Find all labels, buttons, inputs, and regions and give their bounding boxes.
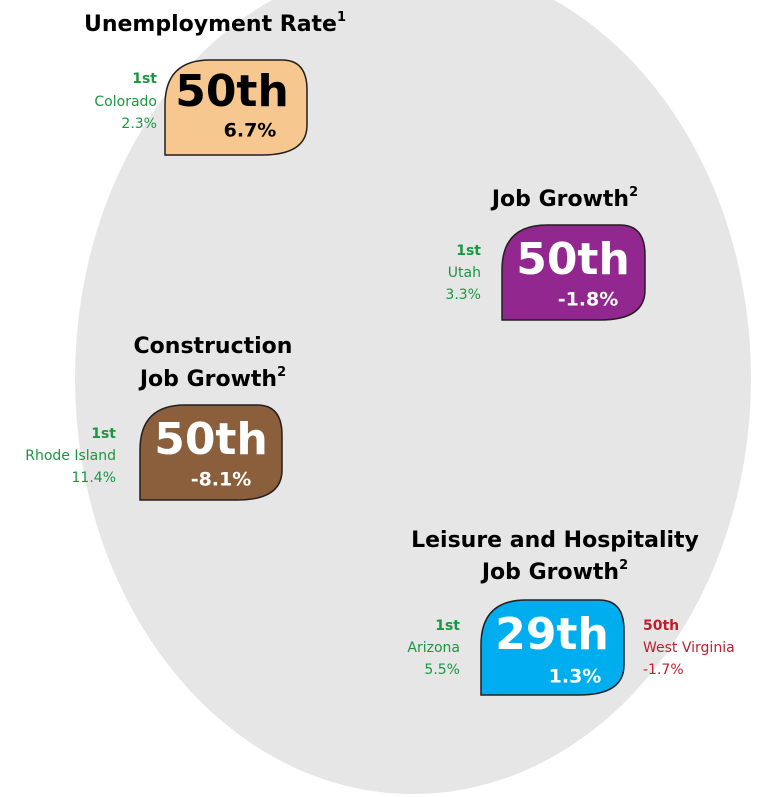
worst-state: West Virginia (643, 640, 735, 656)
best-value: 11.4% (72, 470, 116, 486)
value: 6.7% (224, 120, 277, 142)
panel-title: Job Growth2 (490, 185, 638, 213)
best-state: Arizona (407, 640, 460, 656)
best-rank: 1st (132, 71, 157, 87)
best-rank: 1st (456, 243, 481, 259)
best-state: Utah (448, 265, 481, 281)
worst-value: -1.7% (643, 662, 684, 678)
rank-box (501, 224, 646, 321)
panel-title: Unemployment Rate1 (84, 10, 346, 38)
best-value: 3.3% (445, 287, 481, 303)
footnote-mark: 1 (337, 10, 346, 25)
rank-box (139, 404, 283, 501)
panel-title: Job Growth2 (138, 365, 286, 393)
title-text: Job Growth (490, 187, 629, 212)
rank: 29th (495, 609, 609, 660)
value: -1.8% (558, 289, 619, 311)
title-text: Job Growth (138, 367, 277, 392)
value: 1.3% (549, 666, 602, 688)
panel-title: Leisure and Hospitality (411, 528, 699, 553)
best-rank: 1st (91, 426, 116, 442)
best-value: 2.3% (121, 116, 157, 132)
panel-title: Job Growth2 (480, 558, 628, 586)
footnote-mark: 2 (619, 558, 628, 573)
worst-rank: 50th (643, 618, 679, 634)
rank: 50th (516, 234, 630, 285)
value: -8.1% (191, 469, 252, 491)
title-text: Job Growth (480, 560, 619, 585)
best-state: Rhode Island (25, 448, 116, 464)
panel-title: Construction (134, 334, 293, 359)
background-ellipse (75, 0, 751, 794)
best-rank: 1st (435, 618, 460, 634)
best-state: Colorado (94, 94, 157, 110)
footnote-mark: 2 (629, 185, 638, 200)
title-text: Unemployment Rate (84, 12, 337, 37)
rank-box (480, 599, 625, 696)
best-value: 5.5% (424, 662, 460, 678)
rank: 50th (175, 66, 289, 117)
rank-box (164, 59, 308, 156)
footnote-mark: 2 (277, 365, 286, 380)
rank: 50th (154, 414, 268, 465)
